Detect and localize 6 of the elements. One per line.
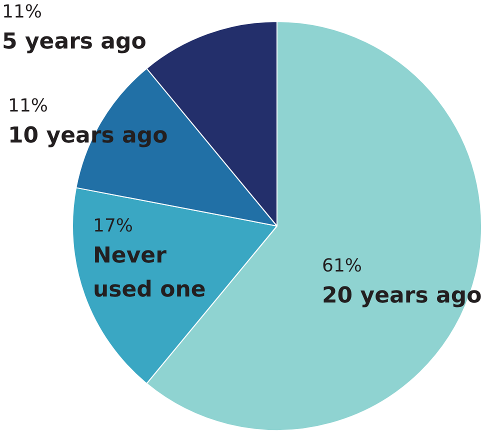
slice-label: Never used one	[93, 244, 206, 303]
slice-label: 5 years ago	[2, 30, 146, 55]
data-label: 11%	[8, 96, 48, 117]
data-label: 61%	[322, 256, 362, 277]
data-label: 11%	[2, 2, 42, 23]
data-label: 17%	[93, 216, 134, 237]
